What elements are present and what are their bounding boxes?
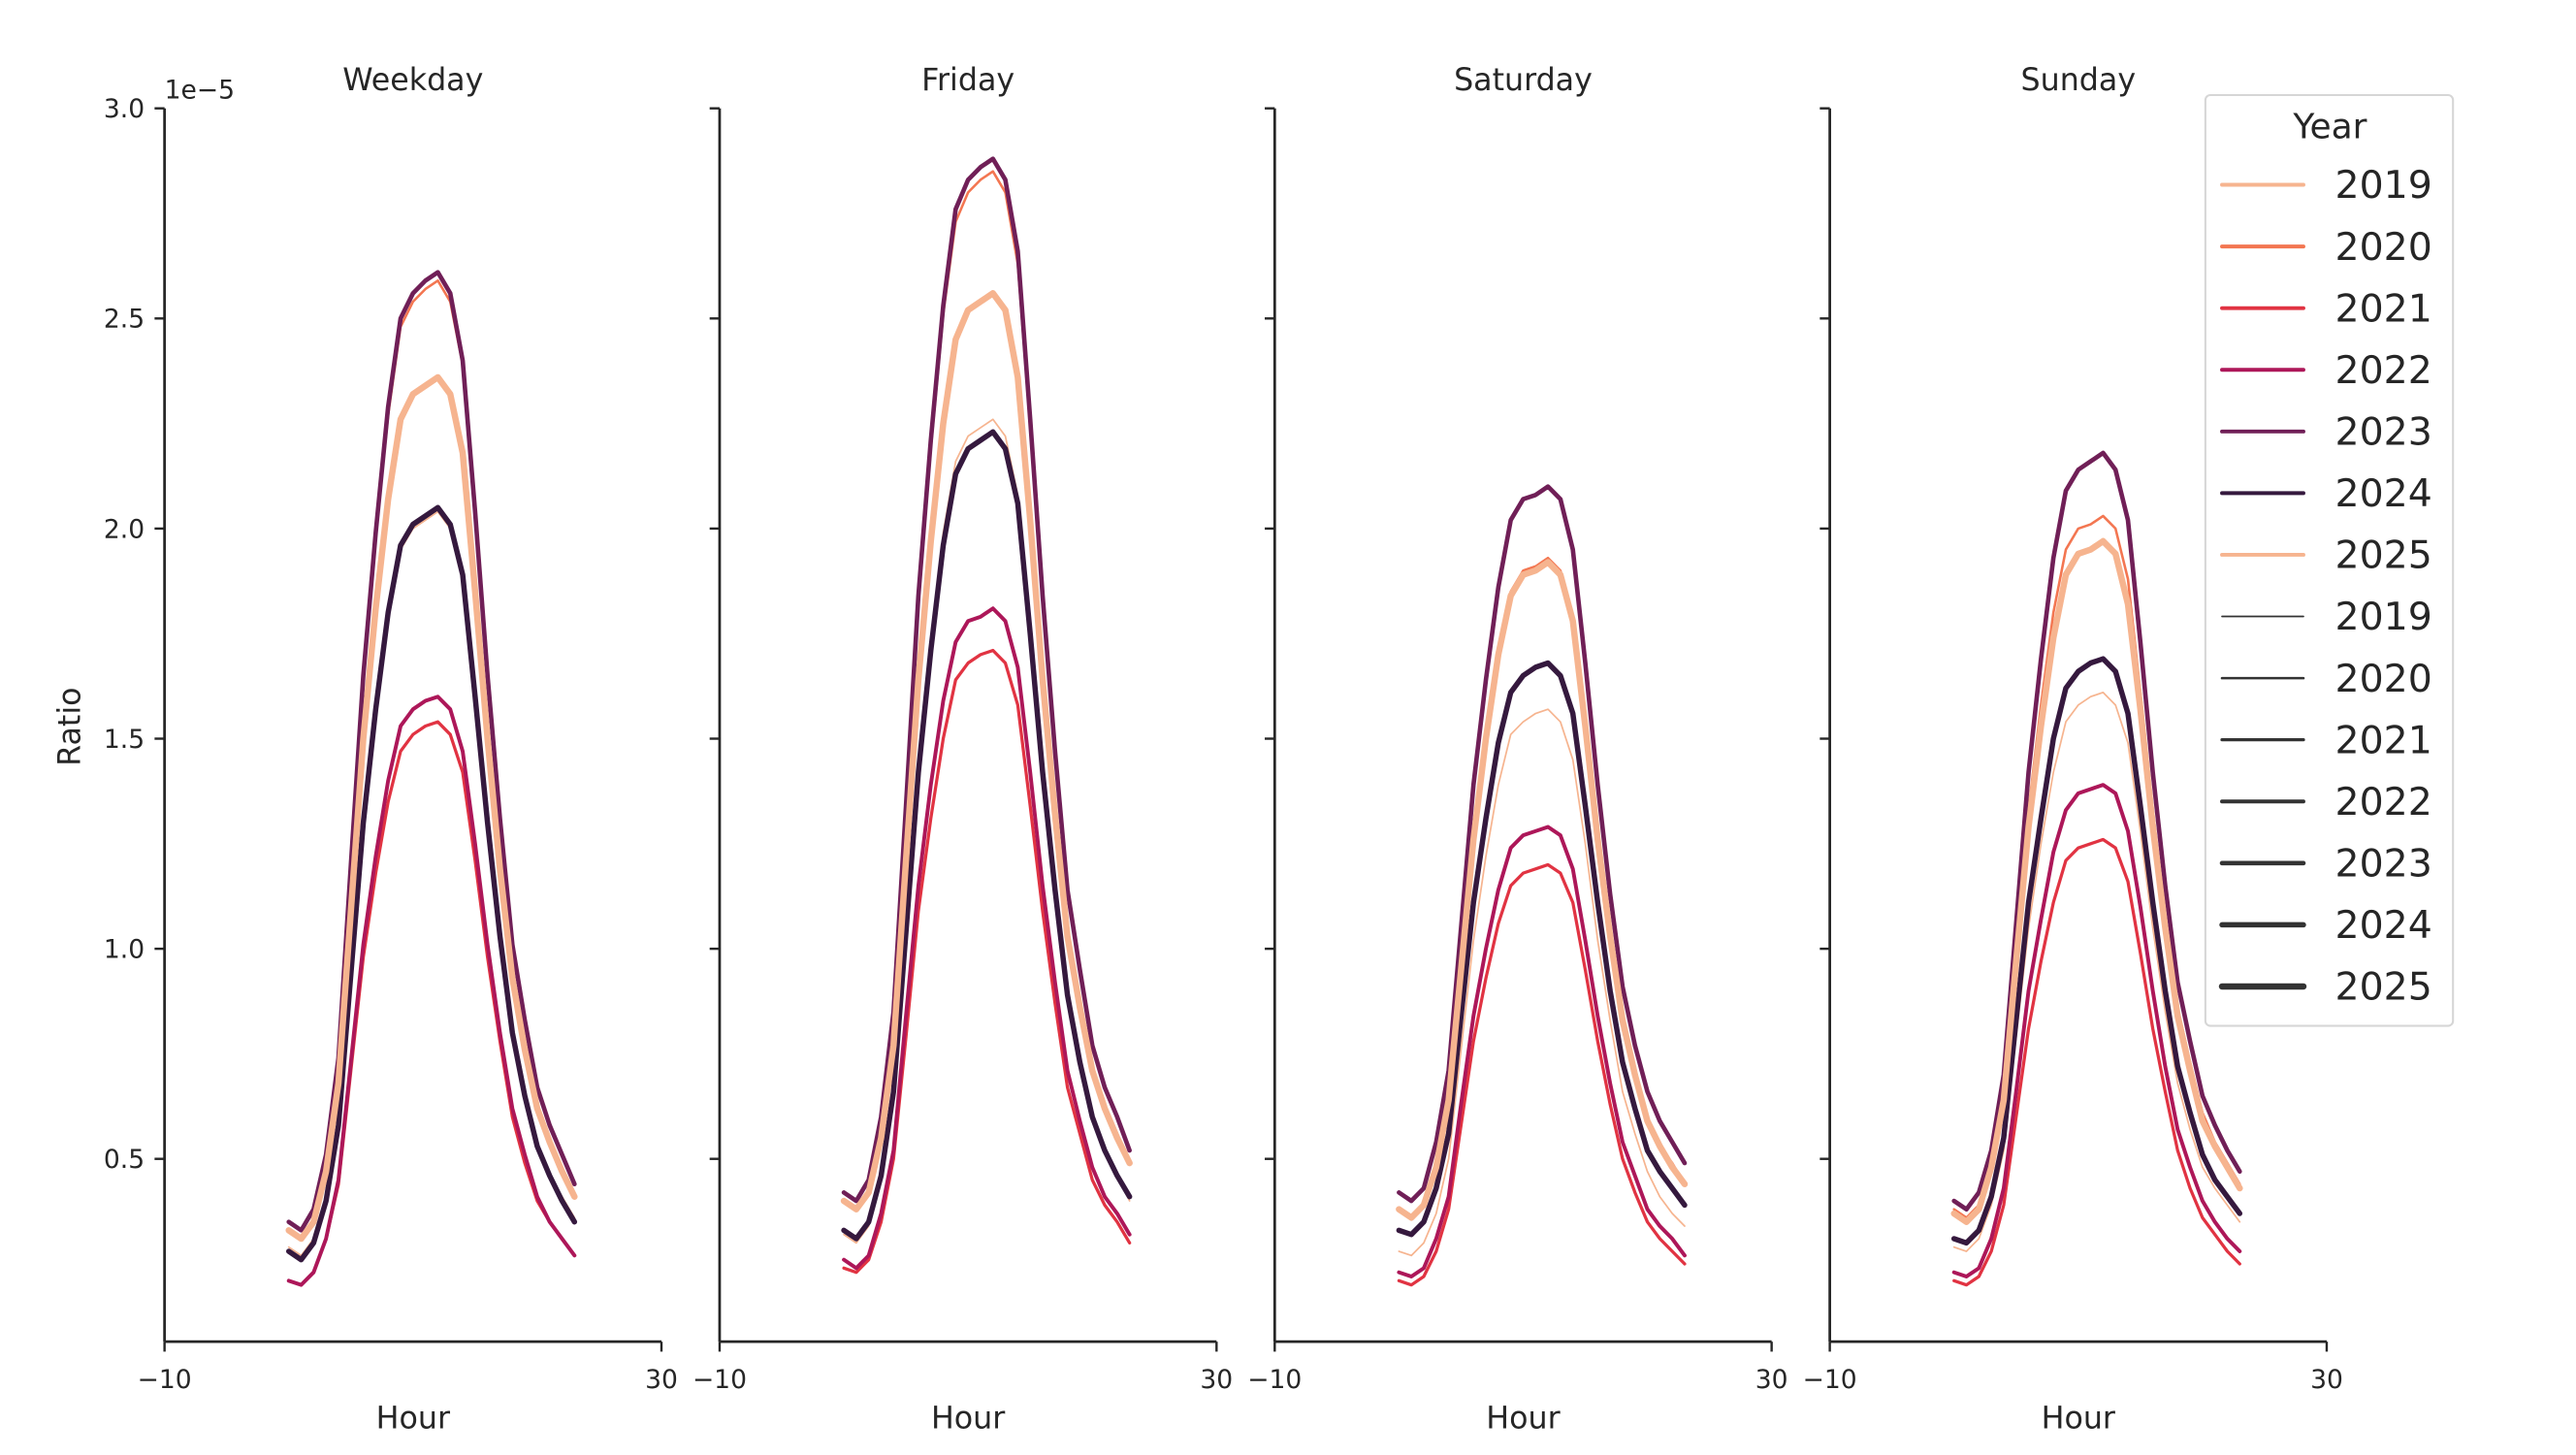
legend-entry-2024: 2024: [2220, 471, 2432, 516]
x-axis-label: Hour: [931, 1401, 1006, 1436]
legend-label: 2024: [2335, 471, 2432, 516]
panel-weekday: Weekday 0.5 1.0 1.5 2.0 2.5 3.0 −10 30 Hour: [104, 63, 678, 1436]
x-tick-label: 30: [2310, 1365, 2343, 1395]
series-line-2021: [1397, 862, 1687, 1287]
series-line-2023: [1397, 484, 1688, 1204]
legend-entry-2025: 2025: [2220, 534, 2432, 578]
legend-entry-2019: 2019: [2220, 163, 2432, 208]
legend-label: 2023: [2335, 410, 2432, 455]
legend-entry-2022: 2022: [2220, 348, 2432, 393]
legend-label: 2022: [2335, 348, 2432, 393]
x-tick-label: −10: [1247, 1365, 1302, 1395]
legend-label: 2019: [2335, 595, 2432, 639]
x-tick-label: −10: [138, 1365, 192, 1395]
x-tick-label: 30: [1755, 1365, 1788, 1395]
legend-label: 2021: [2335, 718, 2432, 762]
legend-entry-2021: 2021: [2220, 286, 2432, 331]
legend-entry-2022: 2022: [2220, 780, 2432, 824]
series-line-2021: [287, 720, 576, 1287]
series-line-2025: [285, 373, 578, 1243]
series-line-2025: [840, 290, 1133, 1212]
series-line-2022: [1397, 824, 1687, 1278]
x-axis-label: Hour: [376, 1401, 451, 1436]
legend-label: 2024: [2335, 903, 2432, 948]
y-tick-label: 2.0: [104, 514, 145, 544]
panel-title: Weekday: [342, 63, 483, 98]
legend-entry-2021: 2021: [2220, 718, 2432, 762]
panel-title: Sunday: [2021, 63, 2137, 98]
y-tick-label: 3.0: [104, 94, 145, 124]
y-tick-label: 0.5: [104, 1145, 145, 1175]
y-tick-label: 1.0: [104, 935, 145, 965]
legend-label: 2025: [2335, 534, 2432, 578]
x-axis-label: Hour: [1486, 1401, 1561, 1436]
series-line-2019: [1398, 708, 1686, 1257]
legend-label: 2022: [2335, 780, 2432, 824]
y-axis-label: Ratio: [52, 687, 87, 765]
legend-label: 2020: [2335, 657, 2432, 701]
legend-title: Year: [2292, 108, 2367, 147]
legend-label: 2021: [2335, 286, 2432, 331]
legend-label: 2020: [2335, 225, 2432, 270]
series-line-2024: [285, 504, 578, 1263]
y-offset-label: 1e−5: [165, 75, 235, 105]
x-axis-label: Hour: [2042, 1401, 2116, 1436]
legend-entry-2024: 2024: [2219, 903, 2432, 948]
legend-label: 2025: [2335, 965, 2432, 1010]
series-line-2024: [1950, 656, 2243, 1246]
x-tick-label: 30: [1200, 1365, 1233, 1395]
legend-frame: [2204, 93, 2455, 1027]
panel-saturday: Saturday −10 30 Hour: [1247, 63, 1787, 1436]
series-line-2025: [1396, 559, 1689, 1221]
panel-sunday: Sunday −10 30 Hour: [1803, 63, 2343, 1436]
legend-entry-2020: 2020: [2220, 225, 2432, 270]
x-tick-label: −10: [1803, 1365, 1857, 1395]
series-line-2024: [1396, 660, 1688, 1238]
legend-entry-2019: 2019: [2221, 595, 2432, 639]
y-tick-label: 2.5: [104, 305, 145, 335]
series-line-2022: [842, 606, 1132, 1271]
series-line-2022: [286, 695, 577, 1287]
x-tick-label: 30: [645, 1365, 678, 1395]
legend-label: 2019: [2335, 163, 2432, 208]
x-tick-label: −10: [692, 1365, 747, 1395]
panel-title: Friday: [921, 63, 1014, 98]
legend-entry-2023: 2023: [2220, 410, 2432, 455]
panel-friday: Friday −10 30 Hour: [692, 63, 1233, 1436]
series-line-2024: [841, 429, 1133, 1242]
y-tick-label: 1.5: [104, 725, 145, 755]
series-line-2023: [1951, 450, 2242, 1212]
panel-title: Saturday: [1454, 63, 1593, 98]
series-line-2022: [1951, 783, 2242, 1278]
legend-entry-2020: 2020: [2220, 657, 2432, 701]
legend-label: 2023: [2335, 842, 2432, 887]
series-line-2025: [1950, 537, 2243, 1225]
series-line-2021: [1952, 837, 2241, 1287]
legend: Year 2019 2020 2021 2022 2023 2024 2025 2019 202…: [2204, 93, 2455, 1027]
legend-entry-2025: 2025: [2218, 965, 2432, 1010]
legend-entry-2023: 2023: [2219, 842, 2432, 887]
